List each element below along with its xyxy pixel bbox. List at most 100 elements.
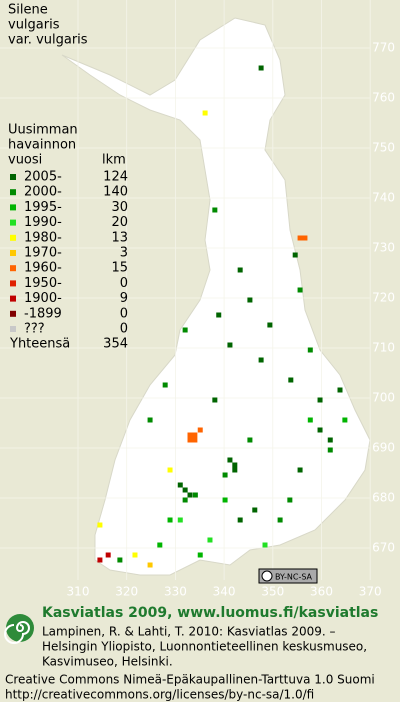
occurrence-cell xyxy=(192,432,198,438)
occurrence-cell xyxy=(182,327,188,333)
east-tick-label: 310 xyxy=(67,585,90,599)
legend-swatch xyxy=(10,174,16,180)
occurrence-cell xyxy=(342,417,348,423)
legend-swatch xyxy=(10,234,16,241)
north-tick-label: 730 xyxy=(372,241,395,255)
legend-total-label: Yhteensä xyxy=(9,337,70,352)
occurrence-cell xyxy=(97,522,103,528)
badge-box xyxy=(258,568,318,584)
occurrence-cell xyxy=(227,342,233,348)
occurrence-cell xyxy=(182,487,188,493)
legend-count: 15 xyxy=(111,261,128,276)
legend-header: vuosi xyxy=(8,153,42,168)
title-line: var. vulgaris xyxy=(8,33,88,48)
occurrence-cell xyxy=(105,552,111,558)
occurrence-cell xyxy=(212,207,218,213)
north-tick-label: 690 xyxy=(372,441,395,455)
occurrence-cell xyxy=(222,497,228,503)
occurrence-cell xyxy=(327,437,333,443)
occurrence-cell xyxy=(297,467,303,473)
legend-total: 354 xyxy=(103,337,128,352)
legend-count: 13 xyxy=(111,230,128,245)
badge-cc xyxy=(261,570,273,582)
occurrence-cell xyxy=(192,492,198,498)
occurrence-cell xyxy=(258,357,264,363)
north-tick-label: 750 xyxy=(372,141,395,155)
east-tick-label: 330 xyxy=(164,585,187,599)
occurrence-cell xyxy=(252,507,258,513)
occurrence-cell xyxy=(212,397,218,403)
badge-text: BY-NC-SA xyxy=(275,573,313,582)
legend-label: 1950- xyxy=(24,276,62,291)
legend-count: 3 xyxy=(120,246,128,261)
occurrence-cell xyxy=(187,432,193,438)
occurrence-cell xyxy=(302,235,308,241)
legend-swatch xyxy=(10,204,16,211)
east-tick-label: 350 xyxy=(261,585,284,599)
occurrence-cell xyxy=(182,497,188,503)
occurrence-cell xyxy=(292,252,298,258)
legend-label: 1960- xyxy=(24,261,62,276)
occurrence-cell xyxy=(247,437,253,443)
occurrence-cell xyxy=(216,312,222,318)
legend-header: havainnon xyxy=(8,138,76,153)
occurrence-cell xyxy=(132,552,138,558)
legend-swatch xyxy=(10,265,16,272)
occurrence-cell xyxy=(288,377,294,383)
legend-swatch xyxy=(10,280,16,287)
legend-swatch xyxy=(10,250,16,256)
north-tick-label: 740 xyxy=(372,191,395,205)
occurrence-cell xyxy=(202,110,208,116)
legend-label: 2005- xyxy=(24,170,62,185)
east-tick-label: 320 xyxy=(115,585,138,599)
legend-count: 0 xyxy=(120,306,128,321)
legend-count: 0 xyxy=(120,322,128,337)
legend-count: 9 xyxy=(120,291,128,306)
occurrence-cell xyxy=(157,542,163,548)
occurrence-cell xyxy=(192,437,198,443)
north-tick-label: 670 xyxy=(372,541,395,555)
occurrence-cell xyxy=(147,562,153,568)
occurrence-cell xyxy=(307,417,313,423)
occurrence-cell xyxy=(287,497,293,503)
occurrence-cell xyxy=(327,447,333,453)
license-line: Creative Commons Nimeä-Epäkaupallinen-Ta… xyxy=(5,673,375,687)
legend-count: 140 xyxy=(103,185,128,200)
occurrence-cell xyxy=(247,297,253,303)
occurrence-cell xyxy=(262,542,268,548)
north-tick-label: 680 xyxy=(372,491,395,505)
occurrence-cell xyxy=(307,347,313,353)
occurrence-cell xyxy=(167,517,173,523)
north-tick-label: 720 xyxy=(372,291,395,305)
legend-label: 1980- xyxy=(24,230,62,245)
occurrence-cell xyxy=(297,235,303,241)
occurrence-cell xyxy=(162,382,168,388)
occurrence-cell xyxy=(237,517,243,523)
legend-swatch xyxy=(10,326,16,332)
legend-count-header: lkm xyxy=(102,153,126,168)
land xyxy=(61,17,371,576)
legend-swatch xyxy=(10,189,16,196)
legend-label: 1995- xyxy=(24,200,62,215)
occurrence-cell xyxy=(337,387,343,393)
east-tick-label: 340 xyxy=(213,585,236,599)
north-tick-label: 700 xyxy=(372,391,395,405)
legend-label: 1990- xyxy=(24,215,62,230)
occurrence-cell xyxy=(187,437,193,443)
citation-line: Kasvimuseo, Helsinki. xyxy=(42,655,173,669)
legend-count: 124 xyxy=(103,170,128,185)
north-tick-label: 760 xyxy=(372,91,395,105)
logo xyxy=(4,614,34,644)
occurrence-cell xyxy=(197,427,203,433)
occurrence-cell xyxy=(197,552,203,558)
occurrence-cell xyxy=(232,462,238,468)
logo-spiral xyxy=(4,621,30,644)
occurrence-cell xyxy=(117,557,123,563)
legend-count: 0 xyxy=(120,276,128,291)
occurrence-cell xyxy=(167,467,173,473)
occurrence-cell xyxy=(227,457,233,463)
occurrence-cell xyxy=(207,537,213,543)
legend-label: -1899 xyxy=(24,306,62,321)
occurrence-cell xyxy=(317,427,323,433)
